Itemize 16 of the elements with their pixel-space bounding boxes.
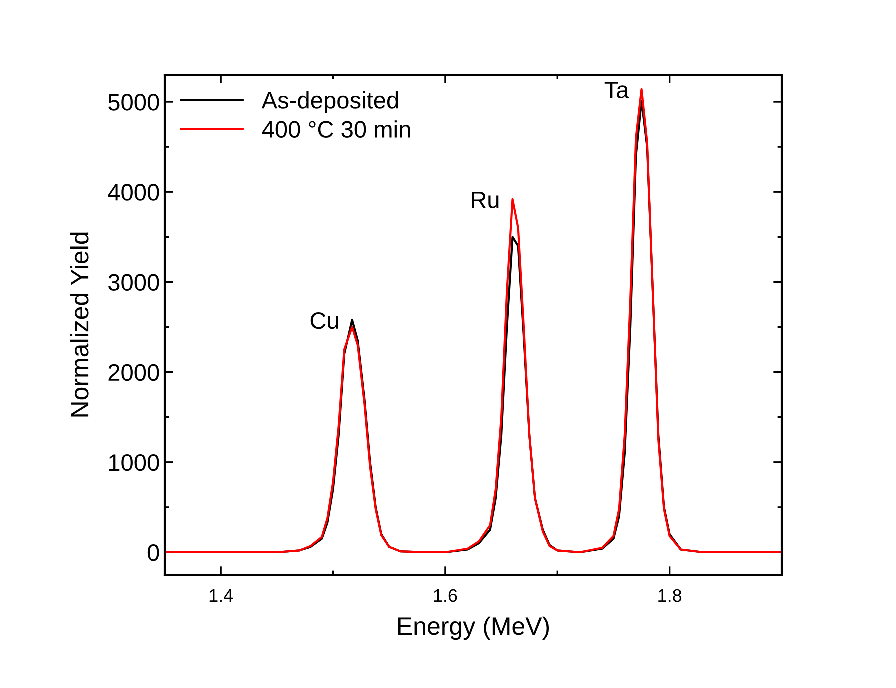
y-axis-title: Normalized Yield: [70, 232, 89, 417]
x-tick-label: 1.6: [434, 589, 458, 602]
x-tick-label: 1.8: [658, 589, 682, 602]
x-axis-title: Energy (MeV): [398, 616, 550, 640]
x-tick-label: 1.4: [210, 590, 234, 602]
annotation: Ru: [472, 192, 499, 208]
y-tick-label: 2000: [108, 364, 160, 382]
legend-label: 400 °C 30 min: [262, 120, 410, 138]
annotation: Cu: [310, 312, 338, 330]
y-tick-label: 0: [148, 544, 160, 562]
y-tick-label: 3000: [108, 274, 160, 291]
annotation: Ta: [604, 82, 630, 99]
y-tick-label: 4000: [108, 184, 160, 201]
legend-label: As-deposited: [262, 92, 398, 114]
y-tick-label: 5000: [108, 94, 160, 111]
y-tick-label: 1000: [109, 454, 160, 472]
